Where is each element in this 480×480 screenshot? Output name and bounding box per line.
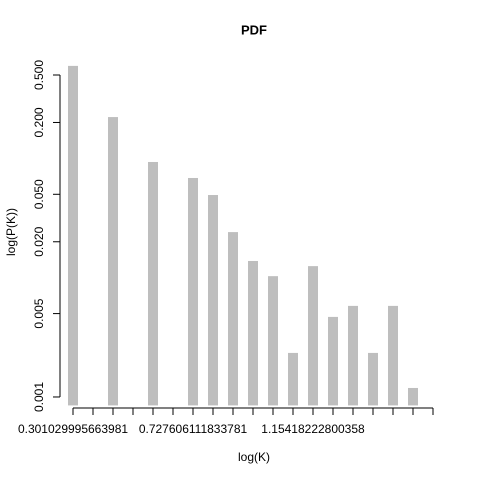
- y-axis-label: log(P(K)): [4, 208, 18, 256]
- x-tick-label: 0.727606111833781: [139, 422, 248, 436]
- x-tick-label: 1.15418222800358: [261, 422, 365, 436]
- bar: [108, 117, 118, 406]
- bar: [388, 305, 398, 406]
- bar: [188, 177, 198, 406]
- bar: [288, 352, 298, 406]
- bar: [228, 232, 238, 406]
- bar: [68, 65, 78, 406]
- y-tick-label: 0.200: [32, 107, 46, 137]
- bar: [148, 161, 158, 406]
- y-tick-label: 0.001: [32, 382, 46, 412]
- bar: [348, 305, 358, 406]
- bar: [308, 266, 318, 406]
- x-axis-label: log(K): [238, 450, 270, 464]
- bar: [268, 276, 278, 406]
- bar: [368, 352, 378, 406]
- y-tick-label: 0.005: [32, 298, 46, 328]
- bar: [248, 260, 258, 406]
- y-tick-label: 0.020: [32, 226, 46, 256]
- y-tick-label: 0.500: [32, 60, 46, 90]
- bar: [328, 316, 338, 406]
- chart-title: PDF: [241, 22, 267, 37]
- x-tick-label: 0.301029995663981: [18, 422, 128, 436]
- bar: [208, 195, 218, 406]
- y-tick-label: 0.050: [32, 179, 46, 209]
- bar: [408, 387, 418, 406]
